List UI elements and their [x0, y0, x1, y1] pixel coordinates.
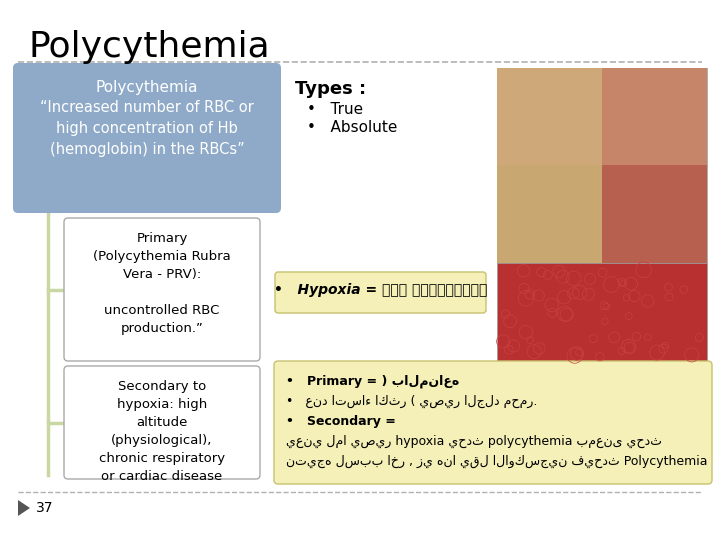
- Text: 37: 37: [36, 501, 53, 515]
- FancyBboxPatch shape: [275, 272, 486, 313]
- Text: يعني لما يصير hypoxia يحدث polycythemia بمعنى يحدث: يعني لما يصير hypoxia يحدث polycythemia …: [286, 435, 662, 448]
- Text: •   Secondary =: • Secondary =: [286, 415, 396, 428]
- Text: •   Absolute: • Absolute: [307, 120, 397, 135]
- Text: Secondary to
hypoxia: high
altitude
(physiological),
chronic respiratory
or card: Secondary to hypoxia: high altitude (phy…: [99, 380, 225, 483]
- Bar: [497, 68, 707, 165]
- Bar: [497, 68, 602, 263]
- Text: Polycythemia: Polycythemia: [28, 30, 269, 64]
- Text: “Increased number of RBC or
high concentration of Hb
(hemoglobin) in the RBCs”: “Increased number of RBC or high concent…: [40, 100, 254, 157]
- Text: Types :: Types :: [295, 80, 366, 98]
- FancyBboxPatch shape: [64, 366, 260, 479]
- Text: Primary
(Polycythemia Rubra
Vera - PRV):

uncontrolled RBC
production.”: Primary (Polycythemia Rubra Vera - PRV):…: [93, 232, 231, 335]
- Text: نتيجه لسبب اخر , زي هنا يقل الاوكسجين فيحدث Polycythemia: نتيجه لسبب اخر , زي هنا يقل الاوكسجين في…: [286, 455, 708, 468]
- Text: •   True: • True: [307, 102, 363, 117]
- Bar: [497, 68, 707, 263]
- Polygon shape: [18, 500, 30, 516]
- Bar: [497, 263, 707, 363]
- Text: Polycythemia: Polycythemia: [96, 80, 198, 95]
- FancyBboxPatch shape: [13, 63, 281, 213]
- Bar: [602, 68, 707, 263]
- FancyBboxPatch shape: [64, 218, 260, 361]
- Text: •   Hypoxia = نقص الاوكسجين: • Hypoxia = نقص الاوكسجين: [274, 283, 487, 297]
- FancyBboxPatch shape: [274, 361, 712, 484]
- Text: •   Primary = ) بالمناعه: • Primary = ) بالمناعه: [286, 375, 459, 388]
- Text: •   عند اتساء اكثر ( يصير الجلد محمر.: • عند اتساء اكثر ( يصير الجلد محمر.: [286, 395, 537, 408]
